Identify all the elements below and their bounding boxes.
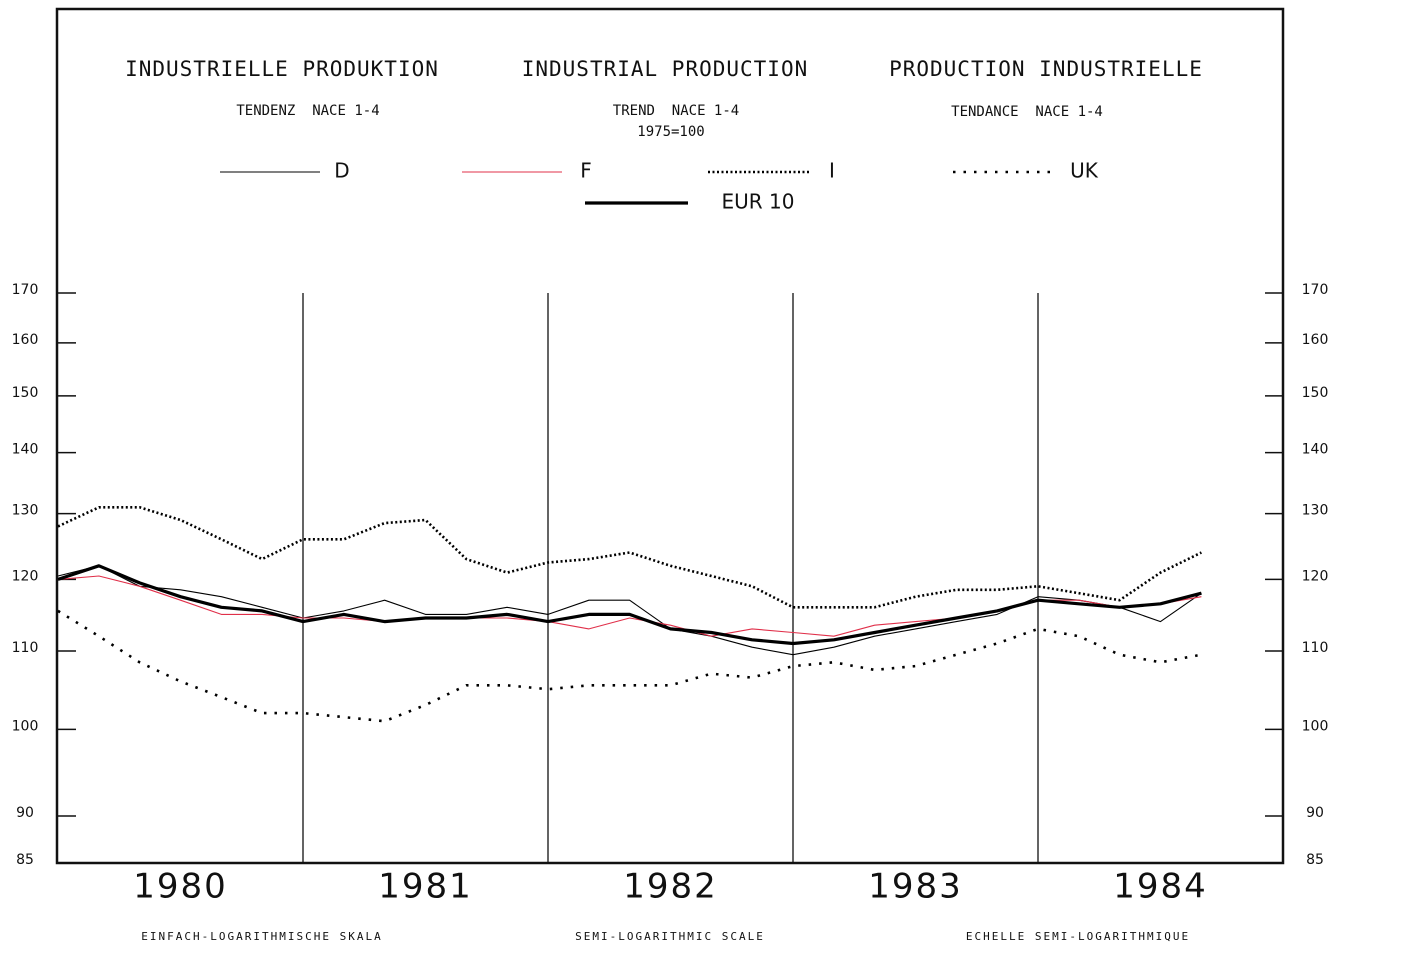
y-tick-label: 140	[12, 442, 39, 458]
y-tick-label: 90	[16, 805, 34, 821]
y2-tick-label: 120	[1302, 568, 1329, 584]
series-line	[57, 565, 1202, 656]
y-tick-label: 170	[12, 282, 39, 298]
y-tick-label: 110	[12, 640, 39, 656]
y-tick-label: 100	[12, 718, 39, 734]
x-tick-label: 1982	[623, 867, 718, 907]
legend-label: UK	[1070, 159, 1099, 183]
series-line	[57, 575, 1202, 637]
legend-label: F	[580, 159, 592, 183]
y2-tick-label: 160	[1302, 332, 1329, 348]
title-en: INDUSTRIAL PRODUCTION	[522, 57, 809, 81]
legend-label: I	[829, 159, 835, 183]
y-tick-label: 120	[12, 568, 39, 584]
base-note: 1975=100	[637, 124, 704, 140]
y2-tick-label: 170	[1302, 282, 1329, 298]
x-tick-label: 1983	[868, 867, 963, 907]
legend-label: EUR 10	[722, 190, 795, 214]
x-tick-label: 1981	[378, 867, 473, 907]
y2-tick-label: 90	[1306, 805, 1324, 821]
subtitle-de: TENDENZ NACE 1-4	[236, 103, 379, 119]
series-line	[57, 564, 1202, 646]
y-tick-label: 150	[12, 385, 39, 401]
subtitle-fr: TENDANCE NACE 1-4	[951, 104, 1103, 120]
y-tick-label: 130	[12, 503, 39, 519]
title-fr: PRODUCTION INDUSTRIELLE	[889, 57, 1203, 81]
y2-tick-label: 140	[1302, 442, 1329, 458]
footnote-de: EINFACH-LOGARITHMISCHE SKALA	[141, 930, 382, 943]
series-line	[57, 506, 1202, 609]
title-de: INDUSTRIELLE PRODUKTION	[125, 57, 439, 81]
y2-tick-label: 100	[1302, 718, 1329, 734]
frame	[55, 7, 1285, 865]
series-line	[57, 609, 1202, 723]
footnote-fr: ECHELLE SEMI-LOGARITHMIQUE	[966, 930, 1190, 943]
x-tick-label: 1984	[1113, 867, 1208, 907]
footnote-en: SEMI-LOGARITHMIC SCALE	[575, 930, 765, 943]
legend-label: D	[334, 159, 349, 183]
y2-tick-label: 110	[1302, 640, 1329, 656]
y-tick-label: 160	[12, 332, 39, 348]
y2-tick-label: 130	[1302, 503, 1329, 519]
y2-tick-label: 85	[1306, 852, 1324, 868]
x-tick-label: 1980	[133, 867, 228, 907]
subtitle-en: TREND NACE 1-4	[613, 103, 739, 119]
y2-tick-label: 150	[1302, 385, 1329, 401]
y-tick-label: 85	[16, 852, 34, 868]
